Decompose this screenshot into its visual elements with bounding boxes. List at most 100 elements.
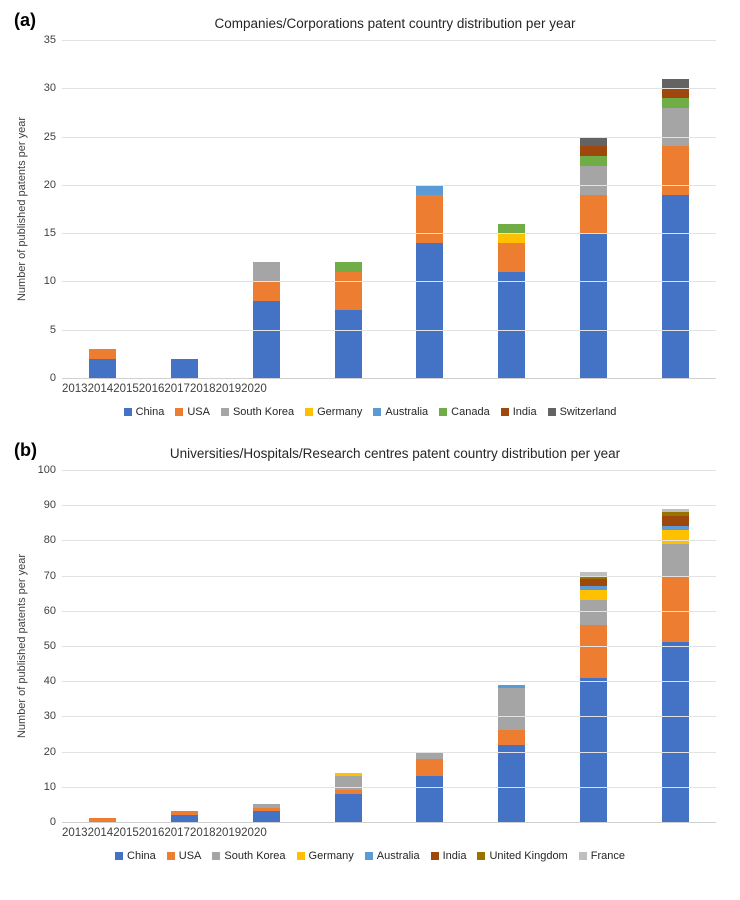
category-slot-2016 [307,40,389,378]
gridline-30 [62,88,716,90]
bar-segment-2017-usa [416,758,444,777]
bar-segment-2018-canada [498,223,526,234]
bar-segment-2020-india [661,88,689,98]
legend-marker-icon [364,852,373,860]
bar-segment-2020-usa [661,575,689,643]
gridline-10 [62,786,716,788]
bar-segment-2016-china [334,793,362,822]
y-tick-label-25: 25 [43,130,56,143]
y-tick-label-10: 10 [43,780,56,793]
legend: China USA South Korea Germany Australia India… [14,844,726,868]
bar-segment-2019-canada [579,155,607,166]
legend-label: South Korea [224,850,286,862]
bar-segment-2019-south-korea [579,600,607,625]
legend-label: South Korea [232,406,295,418]
category-slot-2019 [553,40,635,378]
bar-segment-2015-south-korea [252,262,280,282]
legend-marker-icon [477,852,486,860]
y-tick-label-5: 5 [49,323,56,336]
legend-label: Germany [317,406,363,418]
category-slot-2019 [553,470,635,822]
bar-segment-2018-germany [498,233,526,243]
bar-segment-2018-usa [498,242,526,272]
bar-segment-2020-south-korea [661,543,689,576]
legend-label: France [590,850,625,862]
legend-label: USA [187,406,210,418]
legend-label: Australia [376,850,420,862]
legend-label: China [127,850,156,862]
bar-segment-2020-usa [661,146,689,195]
panel-b-chart: Number of published patents per year 0 10… [14,464,726,828]
bar-segment-2018-china [498,744,526,822]
panel-b: (b) Universities/Hospitals/Research cent… [0,430,740,868]
panel-b-header: (b) Universities/Hospitals/Research cent… [14,436,726,470]
legend-label: China [135,406,165,418]
bar-segment-2019-usa [579,624,607,678]
legend-marker-icon [373,408,382,416]
gridline-10 [62,281,716,283]
bar-2015 [252,262,280,378]
category-slot-2014 [144,470,226,822]
bar-segment-2019-china [579,677,607,822]
bar-segment-2018-australia [498,684,526,689]
y-tick-label-30: 30 [43,710,56,723]
y-tick-label-60: 60 [43,604,56,617]
category-slot-2015 [226,470,308,822]
bar-segment-2020-france [661,508,689,513]
bar-segment-2017-china [416,776,444,822]
bar-segment-2020-china [661,642,689,822]
y-tick-label-40: 40 [43,675,56,688]
gridline-30 [62,716,716,718]
legend-item-india: India [430,850,466,862]
x-tick-label-2015: 2015 [113,383,139,395]
x-tick-label-2020: 2020 [241,827,267,839]
gridline-15 [62,233,716,235]
legend-label: Canada [451,406,490,418]
bar-segment-2020-canada [661,97,689,108]
x-tick-label-2013: 2013 [62,383,88,395]
x-tick-label-2014: 2014 [87,827,114,839]
y-axis: 0 5 10 15 20 25 30 35 [30,34,62,384]
y-tick-label-20: 20 [43,178,56,191]
bar-segment-2019-india [579,579,607,587]
y-axis: 0 10 20 30 40 50 60 70 80 90 100 [30,464,62,828]
x-tick-label-2017: 2017 [164,827,190,839]
x-tick-label-2013: 2013 [62,827,88,839]
legend-marker-icon [166,852,175,860]
y-tick-label-50: 50 [43,640,56,652]
legend-item-germany: Germany [305,406,362,418]
bar-segment-2018-china [498,271,526,378]
bar-segment-2019-india [579,146,607,156]
panel-a-title: Companies/Corporations patent country di… [214,16,576,31]
x-tick-label-2015: 2015 [113,827,139,839]
legend-marker-icon [430,852,439,860]
x-tick-label-2019: 2019 [215,827,242,839]
bar-segment-2019-south-korea [579,165,607,195]
bar-segment-2020-united-kingdom [661,512,689,516]
bar-2019 [579,136,607,378]
x-tick-label-2020: 2020 [241,383,267,395]
legend-item-china: China [123,406,165,418]
gridline-60 [62,610,716,612]
panel-a-xaxis-row: 2013 2014 2015 2016 2017 2018 2019 2020 [14,378,726,400]
legend-item-switzerland: Switzerland [547,406,616,418]
bar-segment-2019-switzerland [579,136,607,147]
category-slot-2018 [471,40,553,378]
legend-item-south-korea: South Korea [220,406,295,418]
bar-segment-2015-china [252,300,280,378]
x-tick-label-2018: 2018 [189,827,216,839]
bar-2014 [171,811,199,822]
category-slot-2018 [471,470,553,822]
bar-segment-2015-china [252,811,280,822]
legend-label: USA [178,850,202,862]
bar-segment-2019-china [579,233,607,378]
x-tick-label-2016: 2016 [138,827,165,839]
bar-2015 [252,804,280,822]
bar-segment-2014-usa [171,811,199,815]
panel-a-label: (a) [14,10,36,30]
panel-a-ylabel-col: Number of published patents per year [14,40,30,378]
y-tick-label-15: 15 [43,227,56,240]
gridline-40 [62,681,716,683]
legend-item-india: India [500,406,537,418]
